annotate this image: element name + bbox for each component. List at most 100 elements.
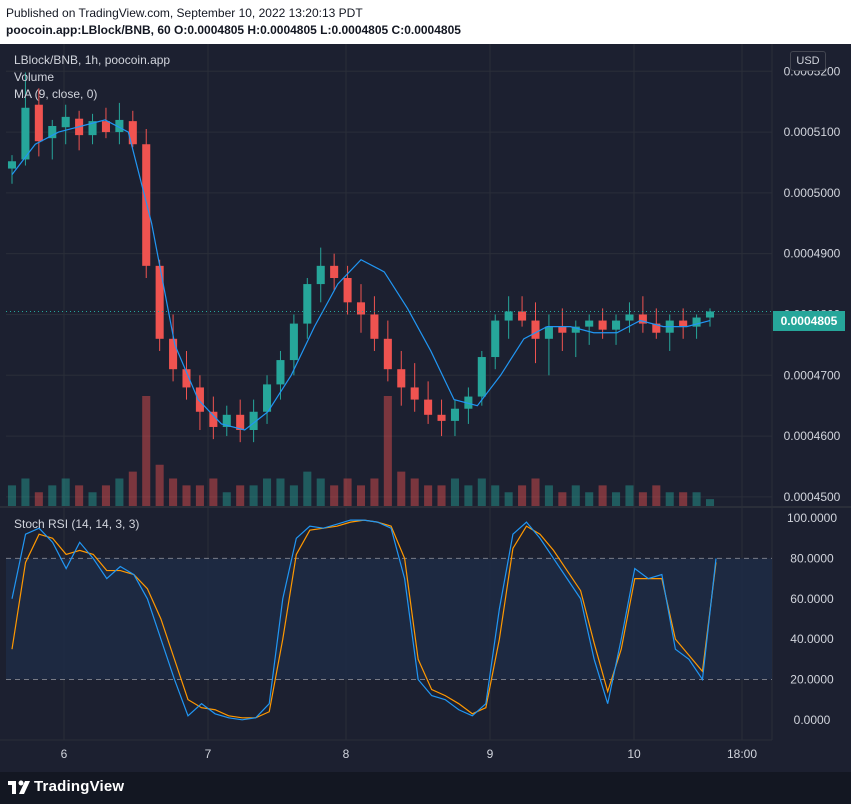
candle-body — [209, 411, 218, 427]
candle-body — [370, 314, 379, 339]
chart-legend-title[interactable]: LBlock/BNB, 1h, poocoin.app — [14, 53, 171, 67]
chart-legend-ma[interactable]: MA (9, close, 0) — [14, 87, 98, 101]
tradingview-logo-icon — [8, 780, 30, 794]
x-tick-label: 18:00 — [727, 747, 757, 761]
volume-bar — [209, 478, 218, 506]
volume-bar — [625, 485, 634, 506]
volume-bar — [75, 485, 84, 506]
x-tick-label: 8 — [343, 747, 350, 761]
published-header: Published on TradingView.com, September … — [0, 0, 851, 44]
x-tick-label: 9 — [487, 747, 494, 761]
volume-bar — [383, 396, 392, 506]
candle-body — [450, 408, 459, 421]
candle-body — [195, 387, 204, 412]
candle-body — [34, 104, 43, 142]
volume-bar — [249, 485, 258, 506]
volume-bar — [236, 485, 245, 506]
volume-bar — [612, 492, 621, 506]
candle-body — [316, 265, 325, 285]
candle-body — [128, 121, 137, 145]
volume-bar — [34, 492, 43, 506]
candle-body — [424, 399, 433, 415]
symbol-ohlc-line: poocoin.app:LBlock/BNB, 60 O:0.0004805 H… — [6, 23, 461, 37]
volume-bar — [316, 478, 325, 506]
candle-body — [410, 387, 419, 400]
x-tick-label: 7 — [205, 747, 212, 761]
volume-bar — [48, 485, 57, 506]
candle-body — [330, 265, 339, 278]
price-tick-label: 0.0005100 — [784, 125, 841, 139]
volume-bar — [7, 485, 17, 506]
volume-bar — [504, 492, 513, 506]
currency-button[interactable]: USD — [790, 51, 826, 71]
candle-body — [638, 314, 647, 324]
volume-bar — [450, 478, 459, 506]
candle-body — [625, 314, 634, 321]
volume-bar — [182, 485, 191, 506]
ma-line — [11, 119, 711, 431]
ohlc-label: O:0.0004805 H:0.0004805 L:0.0004805 C:0.… — [174, 23, 461, 37]
volume-bar — [464, 485, 473, 506]
candle-body — [182, 369, 191, 388]
volume-bar — [692, 492, 701, 506]
volume-bar — [518, 485, 527, 506]
published-line: Published on TradingView.com, September … — [6, 6, 363, 20]
volume-bar — [88, 492, 97, 506]
candle-body — [437, 414, 446, 421]
stoch-rsi-legend[interactable]: Stoch RSI (14, 14, 3, 3) — [14, 517, 140, 531]
price-tick-label: 0.0005000 — [784, 186, 841, 200]
candle-body — [692, 317, 701, 327]
chart-legend-volume[interactable]: Volume — [14, 70, 55, 84]
candle-body — [598, 320, 607, 330]
rsi-tick-label: 0.0000 — [794, 713, 831, 727]
volume-bar — [705, 499, 715, 506]
volume-bar — [330, 485, 339, 506]
volume-bar — [652, 485, 661, 506]
volume-bar — [276, 478, 285, 506]
volume-bar — [356, 485, 366, 506]
candle-body — [61, 116, 70, 128]
volume-bar — [142, 396, 151, 506]
rsi-tick-label: 40.0000 — [790, 632, 834, 646]
price-tick-label: 0.0004900 — [784, 247, 841, 261]
candle-body — [222, 414, 231, 427]
volume-bar — [155, 464, 164, 506]
volume-bar — [679, 492, 688, 506]
volume-bar — [477, 478, 486, 506]
candle-body — [276, 360, 285, 385]
volume-bar — [491, 485, 500, 506]
price-tick-label: 0.0004700 — [784, 368, 841, 382]
candle-body — [571, 326, 580, 333]
candle-body — [679, 320, 688, 327]
candle-body — [21, 107, 30, 160]
volume-bar — [115, 478, 124, 506]
candle-body — [504, 311, 513, 321]
volume-bar — [437, 485, 446, 506]
candle-body — [397, 369, 406, 388]
candle-body — [705, 311, 715, 318]
candle-body — [531, 320, 540, 339]
candle-body — [464, 396, 473, 409]
volume-bar — [585, 492, 594, 506]
volume-bar — [571, 485, 580, 506]
candle-body — [383, 338, 392, 370]
x-tick-label: 10 — [627, 747, 641, 761]
volume-bar — [370, 478, 379, 506]
candle-body — [289, 323, 298, 361]
tradingview-brand: TradingView — [34, 778, 125, 795]
volume-bar — [598, 485, 607, 506]
candle-body — [101, 121, 110, 133]
candle-body — [48, 126, 57, 139]
x-tick-label: 6 — [61, 747, 68, 761]
candle-body — [518, 311, 527, 321]
candle-body — [558, 326, 567, 333]
candle-body — [612, 320, 621, 330]
stoch-rsi-k-line — [11, 519, 717, 721]
volume-bar — [128, 471, 137, 506]
candle-body — [544, 326, 553, 339]
volume-bar — [544, 485, 553, 506]
candle-body — [303, 284, 312, 324]
chart-canvas[interactable]: 6 7 8 9 10 18:000.00052000.00051000.00050000.… — [0, 44, 851, 772]
rsi-tick-label: 60.0000 — [790, 592, 834, 606]
rsi-tick-label: 80.0000 — [790, 551, 834, 565]
